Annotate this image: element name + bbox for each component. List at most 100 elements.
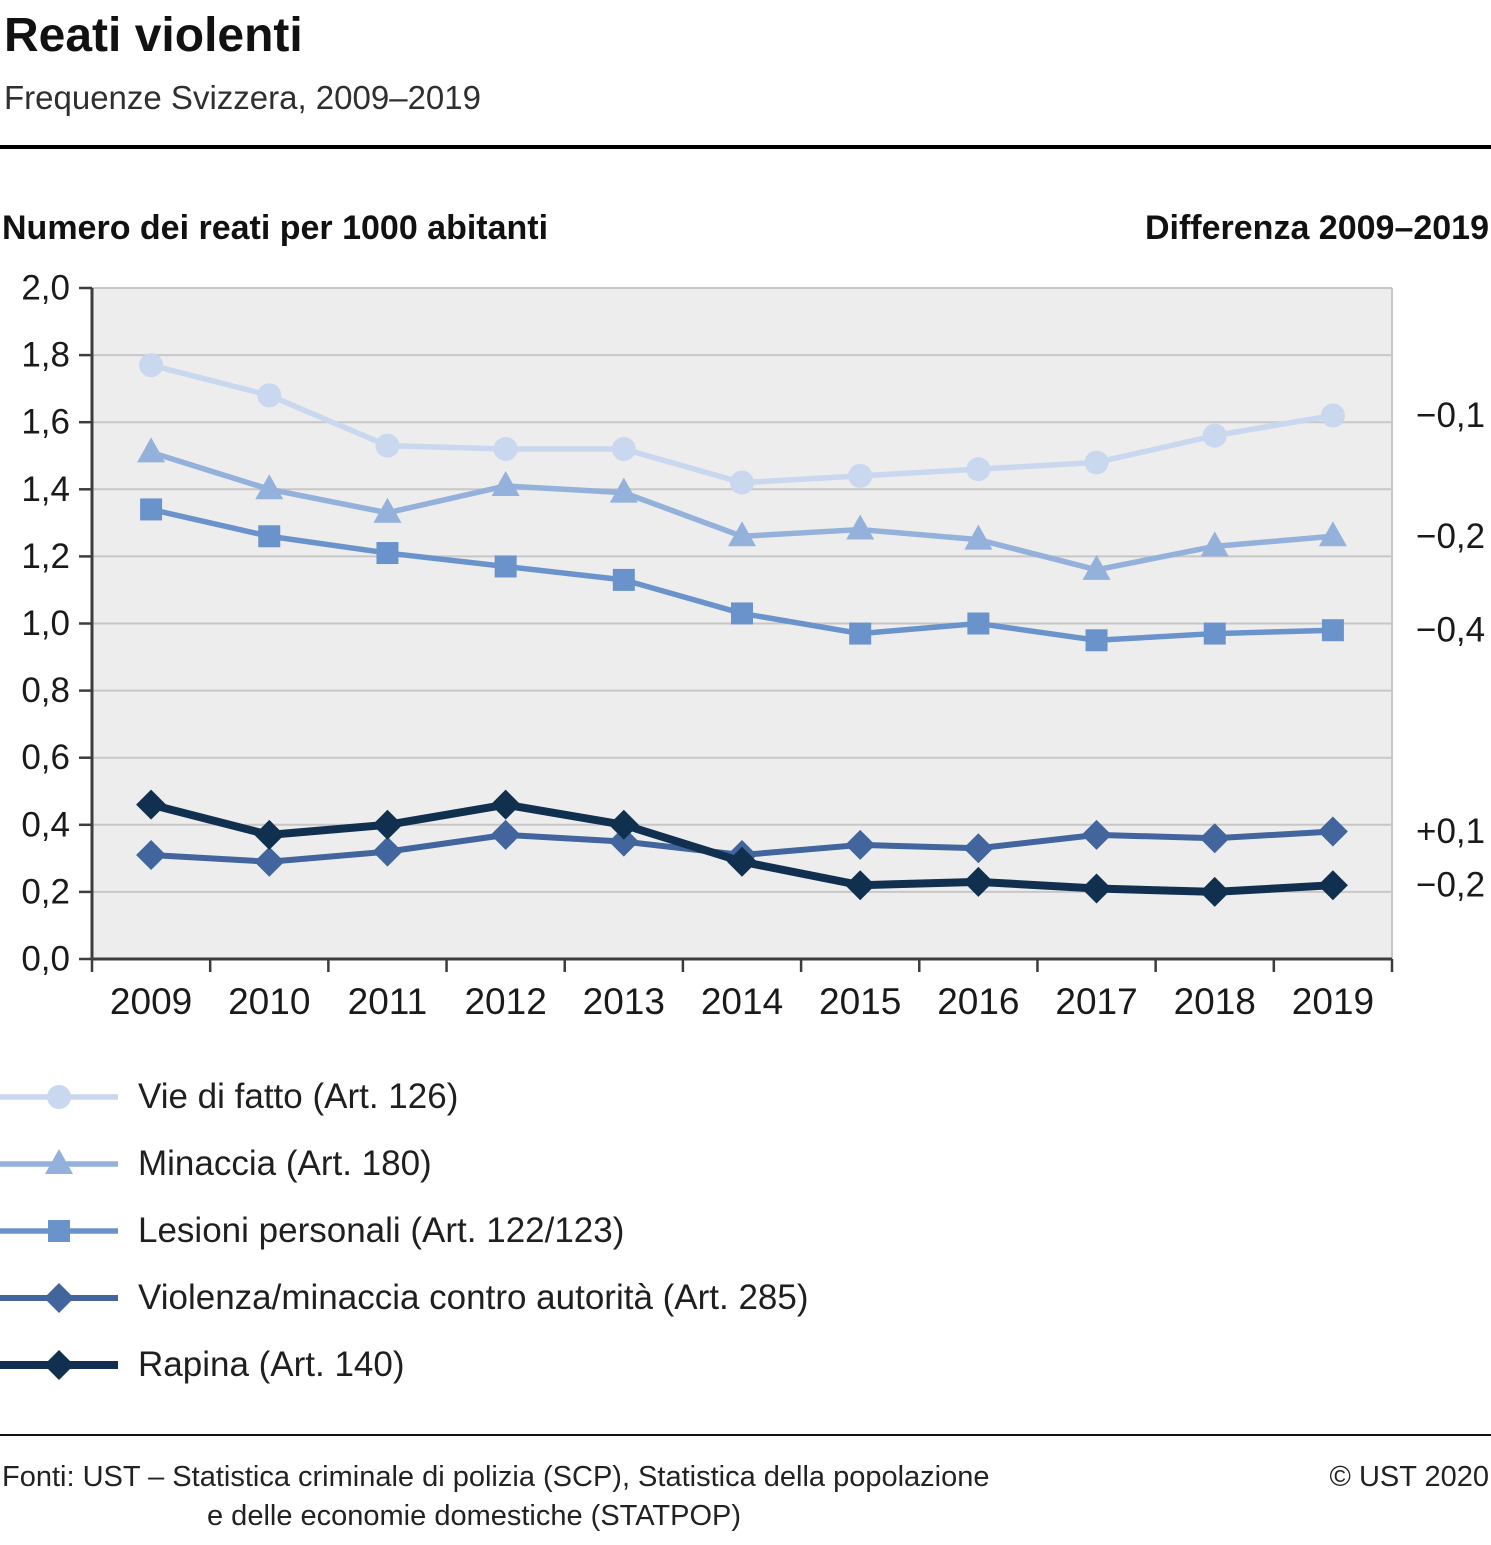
y-tick-label: 2,0 bbox=[21, 274, 70, 308]
x-tick-label: 2009 bbox=[110, 981, 192, 1022]
title-divider bbox=[0, 144, 1491, 149]
data-point-marker bbox=[376, 541, 399, 564]
panel-header: Numero dei reati per 1000 abitanti Diffe… bbox=[0, 209, 1491, 248]
y-axis-title: Numero dei reati per 1000 abitanti bbox=[2, 208, 549, 247]
data-point-marker bbox=[611, 436, 636, 461]
series-lesioni-personali-art-122-123 bbox=[140, 498, 1344, 652]
data-point-marker bbox=[254, 819, 285, 850]
data-point-marker bbox=[136, 789, 167, 820]
legend-item-minaccia-art-180: Minaccia (Art. 180) bbox=[0, 1141, 1491, 1187]
data-point-marker bbox=[1199, 823, 1230, 854]
data-point-marker bbox=[612, 568, 635, 591]
x-axis: 2009 2010 2011 2012 2013 2014 2015 2016 2017 2018… bbox=[90, 958, 1394, 1022]
legend-label: Minaccia (Art. 180) bbox=[138, 1143, 432, 1183]
y-tick-label: 0,4 bbox=[21, 805, 70, 844]
y-tick-label: 1,6 bbox=[21, 402, 70, 441]
data-point-marker bbox=[257, 383, 282, 408]
data-point-marker bbox=[1084, 450, 1109, 475]
legend-marker bbox=[48, 1219, 70, 1242]
sources-text: Fonti: UST – Statistica criminale di pol… bbox=[2, 1458, 990, 1536]
y-tick-label: 0,8 bbox=[21, 671, 70, 710]
y-tick-label: 0,0 bbox=[21, 939, 70, 978]
data-point-marker bbox=[373, 497, 402, 523]
data-point-marker bbox=[608, 809, 639, 840]
data-point-marker bbox=[849, 622, 872, 645]
page-title: Reati violenti bbox=[4, 9, 303, 62]
data-point-marker bbox=[730, 470, 754, 495]
data-point-marker bbox=[845, 829, 876, 860]
series-rapina-art-140 bbox=[136, 789, 1348, 907]
legend-diamond-marker-icon bbox=[0, 1349, 118, 1380]
legend-triangle-marker-icon bbox=[0, 1148, 118, 1174]
data-point-marker bbox=[1085, 629, 1108, 652]
x-tick-label: 2018 bbox=[1174, 981, 1256, 1022]
x-tick-label: 2013 bbox=[583, 981, 665, 1022]
legend-marker bbox=[44, 1282, 74, 1313]
diff-label-rapina-art-140: −0,2 bbox=[1416, 865, 1485, 904]
y-axis: 0,0 0,2 0,4 0,6 0,8 1,0 1,2 1,4 1,6 1,8 2,0 bbox=[21, 268, 92, 978]
data-point-marker bbox=[137, 437, 166, 463]
data-point-marker bbox=[608, 826, 639, 857]
y-tick-label: 0,2 bbox=[21, 872, 70, 911]
data-point-marker bbox=[1318, 521, 1347, 547]
data-point-marker bbox=[254, 846, 285, 877]
diff-column-title: Differenza 2009–2019 bbox=[1144, 208, 1489, 247]
diff-label-minaccia-art-180: −0,2 bbox=[1416, 517, 1485, 556]
legend-marker bbox=[47, 1084, 71, 1109]
data-point-marker bbox=[1202, 423, 1227, 448]
data-point-marker bbox=[963, 833, 994, 864]
source-line-2: e delle economie domestiche (STATPOP) bbox=[207, 1499, 742, 1532]
data-point-marker bbox=[140, 498, 163, 521]
source-line-1: Fonti: UST – Statistica criminale di pol… bbox=[2, 1460, 990, 1493]
x-tick-label: 2015 bbox=[819, 981, 901, 1022]
page-subtitle: Frequenze Svizzera, 2009–2019 bbox=[4, 78, 481, 116]
x-tick-label: 2010 bbox=[228, 981, 310, 1022]
axis-frame bbox=[90, 287, 1392, 961]
page-footer: Fonti: UST – Statistica criminale di pol… bbox=[0, 1458, 1491, 1536]
data-point-marker bbox=[490, 789, 521, 820]
x-tick-label: 2011 bbox=[348, 981, 428, 1022]
legend-item-violenza-minaccia-contro-autorit-art-285: Violenza/minaccia contro autorità (Art. … bbox=[0, 1275, 1491, 1321]
data-point-marker bbox=[845, 869, 876, 900]
x-tick-label: 2017 bbox=[1055, 981, 1137, 1022]
legend-item-lesioni-personali-art-122-123: Lesioni personali (Art. 122/123) bbox=[0, 1208, 1491, 1254]
data-point-marker bbox=[372, 809, 403, 840]
data-point-marker bbox=[846, 514, 875, 540]
y-tick-label: 1,8 bbox=[21, 335, 70, 374]
legend-label: Violenza/minaccia contro autorità (Art. … bbox=[138, 1277, 809, 1317]
copyright: © UST 2020 bbox=[1329, 1460, 1489, 1493]
data-point-marker bbox=[963, 866, 994, 897]
data-point-marker bbox=[1317, 869, 1348, 900]
diff-label-lesioni-personali-art-122-123: −0,4 bbox=[1416, 611, 1485, 650]
data-point-marker bbox=[966, 456, 991, 481]
data-point-marker bbox=[964, 524, 993, 550]
data-point-marker bbox=[731, 602, 753, 625]
data-point-marker bbox=[255, 474, 284, 500]
data-point-marker bbox=[1081, 819, 1112, 850]
data-point-marker bbox=[728, 521, 756, 547]
data-point-marker bbox=[1321, 619, 1344, 642]
data-point-marker bbox=[1317, 816, 1348, 847]
footer-divider bbox=[0, 1433, 1491, 1436]
data-point-marker bbox=[1081, 873, 1112, 904]
y-tick-label: 1,4 bbox=[21, 470, 70, 509]
y-tick-label: 1,0 bbox=[21, 604, 70, 643]
legend-item-rapina-art-140: Rapina (Art. 140) bbox=[0, 1342, 1491, 1388]
data-point-marker bbox=[491, 470, 520, 496]
data-point-marker bbox=[494, 555, 517, 578]
x-tick-label: 2019 bbox=[1292, 981, 1374, 1022]
x-tick-label: 2016 bbox=[937, 981, 1019, 1022]
x-tick-label: 2014 bbox=[701, 981, 783, 1022]
data-point-marker bbox=[967, 612, 990, 635]
data-point-marker bbox=[1082, 554, 1111, 580]
data-point-marker bbox=[258, 525, 281, 548]
legend-item-vie-di-fatto-art-126: Vie di fatto (Art. 126) bbox=[0, 1074, 1491, 1120]
data-point-marker bbox=[490, 819, 521, 850]
grid-lines bbox=[92, 286, 1393, 960]
data-point-marker bbox=[1200, 531, 1229, 557]
legend-marker bbox=[45, 1148, 73, 1174]
chart-legend: Vie di fatto (Art. 126) Minaccia (Art. 18… bbox=[0, 1074, 1491, 1388]
data-point-marker bbox=[493, 436, 518, 461]
data-point-marker bbox=[727, 846, 757, 877]
legend-marker bbox=[44, 1349, 74, 1380]
